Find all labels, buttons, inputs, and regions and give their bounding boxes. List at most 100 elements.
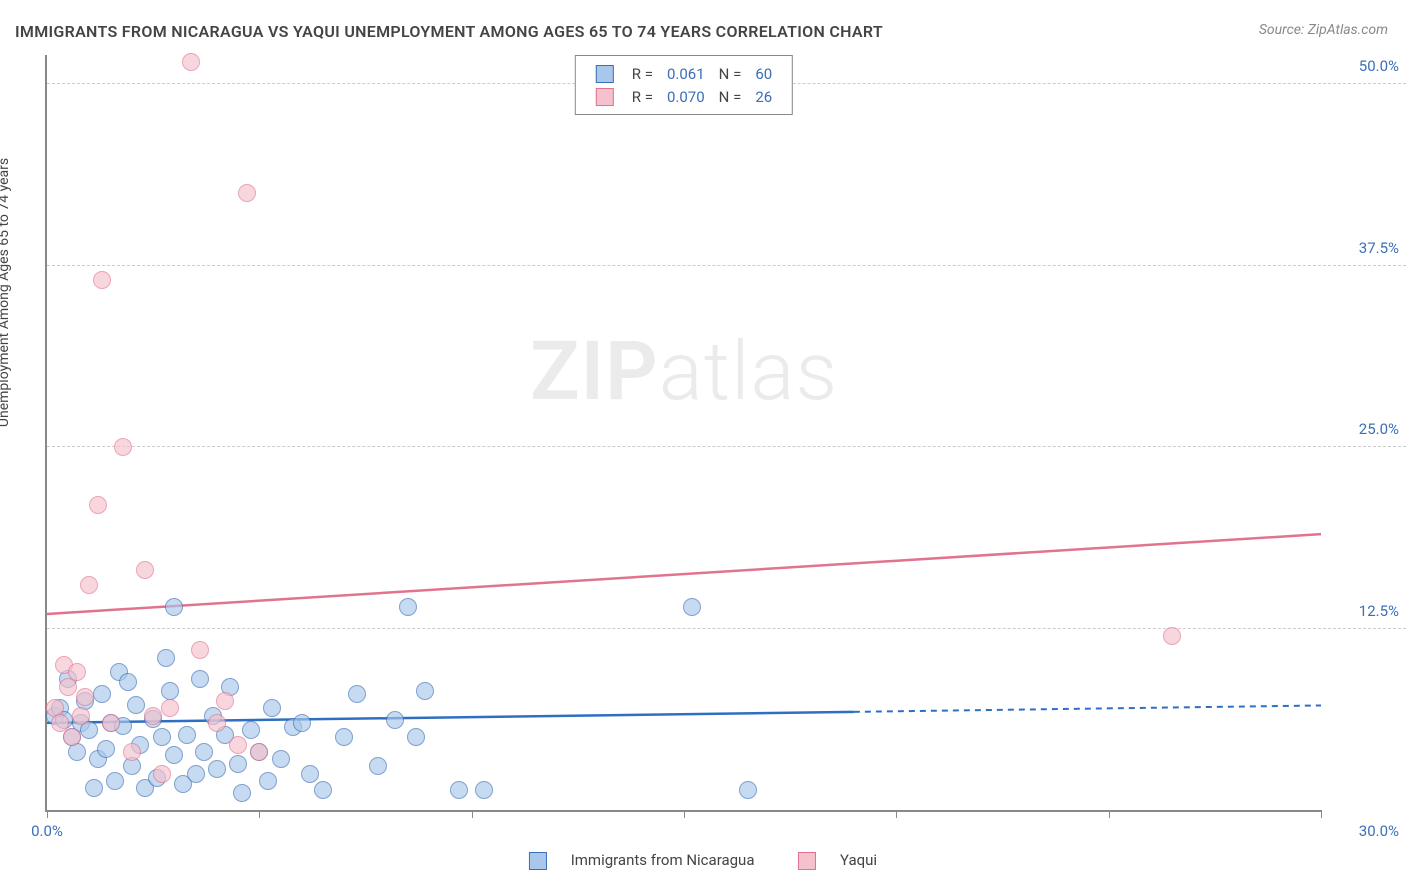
data-point-nicaragua [195, 743, 213, 761]
data-point-nicaragua [301, 765, 319, 783]
data-point-yaqui [136, 561, 154, 579]
data-point-yaqui [161, 699, 179, 717]
n-label: N = [713, 63, 748, 84]
legend-bottom: Immigrants from Nicaragua Yaqui [509, 851, 897, 870]
chart-container: IMMIGRANTS FROM NICARAGUA VS YAQUI UNEMP… [0, 0, 1406, 892]
legend-swatch-nicaragua [596, 65, 614, 83]
y-tick-label: 50.0% [1359, 57, 1399, 75]
legend-swatch-nicaragua-icon [529, 852, 547, 870]
n-value-yaqui: 26 [749, 86, 778, 107]
legend-label-nicaragua: Immigrants from Nicaragua [571, 851, 755, 869]
data-point-yaqui [51, 714, 69, 732]
data-point-nicaragua [739, 781, 757, 799]
data-point-nicaragua [97, 740, 115, 758]
data-point-yaqui [114, 438, 132, 456]
data-point-yaqui [144, 707, 162, 725]
y-tick-label: 37.5% [1359, 239, 1399, 257]
data-point-nicaragua [475, 781, 493, 799]
data-point-yaqui [1163, 627, 1181, 645]
data-point-yaqui [93, 271, 111, 289]
legend-item-nicaragua: Immigrants from Nicaragua [519, 851, 768, 869]
plot-area: ZIPatlas R = 0.061 N = 60 R = 0.070 N = … [45, 55, 1321, 812]
x-tick [684, 810, 685, 818]
legend-row-nicaragua: R = 0.061 N = 60 [590, 63, 778, 84]
data-point-nicaragua [191, 670, 209, 688]
data-point-nicaragua [161, 682, 179, 700]
data-point-nicaragua [399, 598, 417, 616]
x-tick [1109, 810, 1110, 818]
data-point-nicaragua [165, 746, 183, 764]
data-point-yaqui [216, 692, 234, 710]
data-point-nicaragua [208, 760, 226, 778]
data-point-nicaragua [416, 682, 434, 700]
data-point-yaqui [80, 576, 98, 594]
legend-swatch-yaqui [596, 88, 614, 106]
data-point-nicaragua [178, 726, 196, 744]
legend-label-yaqui: Yaqui [840, 851, 877, 869]
data-point-nicaragua [450, 781, 468, 799]
gridline [47, 265, 1406, 266]
gridline [47, 446, 1406, 447]
data-point-yaqui [123, 743, 141, 761]
r-value-nicaragua: 0.061 [661, 63, 711, 84]
data-point-yaqui [72, 707, 90, 725]
data-point-nicaragua [229, 755, 247, 773]
data-point-yaqui [182, 53, 200, 71]
r-value-yaqui: 0.070 [661, 86, 711, 107]
x-tick-label: 0.0% [31, 822, 63, 840]
data-point-yaqui [250, 743, 268, 761]
data-point-yaqui [76, 688, 94, 706]
x-tick [259, 810, 260, 818]
source-link[interactable]: ZipAtlas.com [1308, 22, 1388, 38]
data-point-yaqui [208, 714, 226, 732]
x-tick [896, 810, 897, 818]
n-label: N = [713, 86, 748, 107]
data-point-nicaragua [165, 598, 183, 616]
data-point-nicaragua [369, 757, 387, 775]
regression-lines [47, 55, 1321, 810]
data-point-yaqui [153, 765, 171, 783]
data-point-nicaragua [259, 772, 277, 790]
legend-row-yaqui: R = 0.070 N = 26 [590, 86, 778, 107]
data-point-nicaragua [407, 728, 425, 746]
data-point-nicaragua [127, 696, 145, 714]
x-tick [472, 810, 473, 818]
data-point-nicaragua [314, 781, 332, 799]
gridline [47, 628, 1406, 629]
y-tick-label: 12.5% [1359, 602, 1399, 620]
x-tick [47, 810, 48, 818]
r-label: R = [626, 63, 659, 84]
source-attribution: Source: ZipAtlas.com [1259, 22, 1388, 38]
y-axis-label: Unemployment Among Ages 65 to 74 years [0, 158, 12, 427]
r-label: R = [626, 86, 659, 107]
chart-title: IMMIGRANTS FROM NICARAGUA VS YAQUI UNEMP… [15, 22, 883, 41]
data-point-yaqui [89, 496, 107, 514]
data-point-nicaragua [348, 685, 366, 703]
data-point-yaqui [68, 663, 86, 681]
data-point-nicaragua [263, 699, 281, 717]
data-point-nicaragua [119, 673, 137, 691]
data-point-nicaragua [85, 779, 103, 797]
regression-line-dashed-nicaragua [854, 705, 1321, 711]
data-point-nicaragua [335, 728, 353, 746]
x-tick [1321, 810, 1322, 818]
data-point-nicaragua [187, 765, 205, 783]
data-point-yaqui [229, 736, 247, 754]
data-point-yaqui [238, 184, 256, 202]
data-point-nicaragua [272, 750, 290, 768]
data-point-nicaragua [293, 714, 311, 732]
data-point-nicaragua [153, 728, 171, 746]
data-point-nicaragua [233, 784, 251, 802]
data-point-nicaragua [242, 721, 260, 739]
data-point-nicaragua [386, 711, 404, 729]
x-tick-label: 30.0% [1359, 822, 1399, 840]
data-point-yaqui [102, 714, 120, 732]
data-point-nicaragua [157, 649, 175, 667]
data-point-nicaragua [106, 772, 124, 790]
data-point-yaqui [191, 641, 209, 659]
legend-correlation-box: R = 0.061 N = 60 R = 0.070 N = 26 [575, 55, 793, 115]
data-point-nicaragua [93, 685, 111, 703]
source-label: Source: [1259, 22, 1304, 38]
data-point-nicaragua [683, 598, 701, 616]
n-value-nicaragua: 60 [749, 63, 778, 84]
